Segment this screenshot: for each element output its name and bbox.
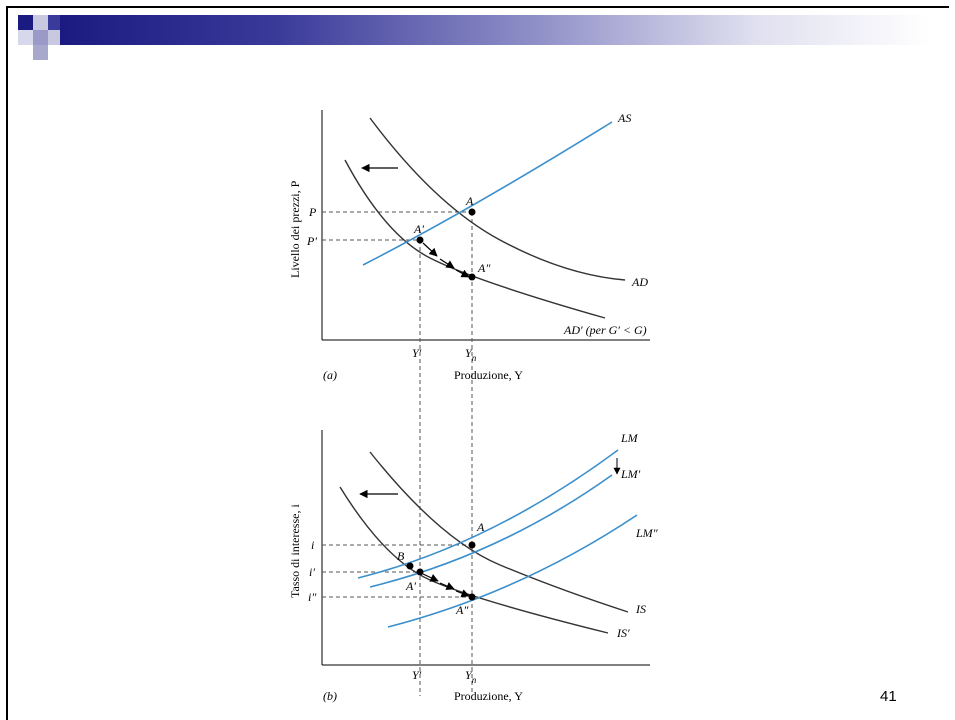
tick-y-prime-b: Y′ [412,668,422,682]
lm-prime-curve [369,474,613,588]
corner-square-2 [33,15,48,30]
label-b-point-a: A [476,520,485,534]
tick-p: P [308,205,317,219]
label-is: IS [635,602,646,616]
adjust-arrow-a2 [439,258,455,269]
adjust-arrow-b1 [422,573,439,582]
point-a-prime-panel-a [416,236,424,244]
adjust-arrow-a1 [422,242,438,257]
panel-a: A A′ A″ AS AD AD′ (per G′ < G) P P′ Y′ Y… [288,110,650,696]
panel-b-y-label: Tasso di interesse, i [288,504,302,598]
label-lm: LM [620,431,639,445]
lm-double-curve [387,514,638,628]
is-curve [369,451,629,613]
label-b-point-a-double: A″ [455,603,469,617]
panel-b-tag: (b) [323,689,337,703]
label-as: AS [617,111,631,125]
lm-curve [357,449,619,579]
adjust-arrow-a3 [455,269,470,278]
tick-i-prime: i′ [309,565,315,579]
panel-a-tag: (a) [323,368,337,382]
is-prime-curve [339,486,609,634]
point-a-prime-panel-b [416,568,424,576]
tick-i: i [311,538,314,552]
point-a-double-panel-b [468,593,476,601]
ad-curve [369,117,626,281]
tick-yn-b: Yn [465,668,477,685]
label-b-point-b: B [397,549,405,563]
ad-prime-curve [344,159,606,319]
corner-square-5 [33,30,48,45]
corner-square-3 [48,15,63,30]
tick-y-prime-a: Y′ [412,346,422,360]
tick-yn-a: Yn [465,346,477,363]
label-lm-double: LM″ [635,526,659,540]
corner-square-7 [33,45,48,60]
label-is-prime: IS′ [616,626,630,640]
label-ad: AD [631,275,648,289]
label-lm-prime: LM′ [620,467,641,481]
tick-i-double: i″ [308,590,317,604]
panel-a-x-label: Produzione, Y [454,368,523,382]
slide-frame [6,6,949,720]
point-a-panel-a [468,208,476,216]
corner-square-1 [18,15,33,30]
label-point-a: A [465,194,474,208]
corner-square-6 [48,30,63,45]
tick-p-prime: P′ [306,234,317,248]
point-a-double-panel-a [468,273,476,281]
panel-b: A B A′ A″ LM LM′ LM″ IS IS′ i i′ i″ Y′ Y… [288,430,659,703]
label-point-a-prime: A′ [413,222,424,236]
corner-square-4 [18,30,33,45]
point-a-panel-b [468,541,476,549]
label-ad-prime: AD′ (per G′ < G) [563,323,647,337]
title-banner [60,15,930,45]
panel-a-y-label: Livello dei prezzi, P [288,180,302,278]
adjust-arrow-b2 [439,582,455,590]
label-point-a-double: A″ [477,261,491,275]
label-b-point-a-prime: A′ [405,579,416,593]
point-b-panel-b [406,562,414,570]
adjust-arrow-b3 [455,589,470,598]
as-curve [362,121,613,266]
page-number: 41 [880,688,897,705]
panel-b-x-label: Produzione, Y [454,689,523,703]
